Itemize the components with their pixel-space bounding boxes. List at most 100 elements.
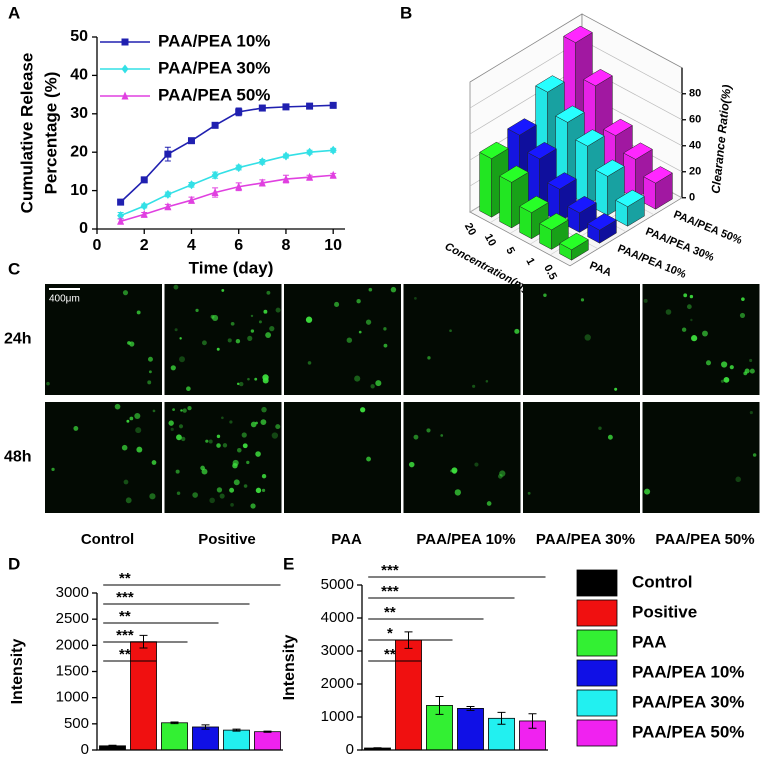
significance-label: ** [119, 570, 131, 587]
cell-dot [729, 365, 734, 370]
cell-dot [683, 293, 688, 298]
bar-top [595, 159, 625, 177]
error-bar [528, 713, 537, 729]
y-axis-label: Cumulative Release [17, 53, 36, 214]
cell-dot [172, 408, 175, 412]
cell-dot [250, 421, 257, 428]
cell-dot [235, 338, 241, 344]
marker [187, 137, 195, 145]
cell-dot [269, 326, 275, 332]
cell-dot [148, 370, 152, 374]
marker [121, 38, 129, 46]
category-label: 0.5 [541, 263, 559, 282]
cell-dot [254, 377, 258, 381]
cell-dot [250, 503, 256, 509]
cell-dot [247, 377, 250, 381]
x-tick-label: 6 [234, 237, 243, 254]
error-bar [263, 730, 272, 733]
cell-dot [383, 327, 387, 331]
cell-dot [216, 487, 223, 493]
cell-dot [275, 307, 281, 313]
cell-dot [449, 329, 452, 333]
error-bar [201, 724, 210, 730]
bar-top [623, 142, 653, 160]
cell-dot [152, 409, 156, 413]
cell-dot [173, 284, 179, 290]
cell-dot [584, 334, 591, 341]
bar-top [643, 166, 673, 184]
y-tick-label: 30 [70, 105, 88, 122]
cell-dot [221, 289, 225, 292]
marker [211, 170, 219, 180]
marker [258, 178, 266, 187]
cell-dot [271, 432, 279, 439]
cell-dot [261, 474, 267, 479]
marker [329, 101, 337, 109]
legend-swatch [576, 719, 618, 747]
cell-dot [170, 427, 174, 431]
cell-dot [230, 321, 235, 326]
bar-top [575, 129, 605, 147]
significance-label: ** [119, 608, 131, 625]
cell-dot [201, 468, 208, 475]
cell-dot [261, 488, 266, 493]
cell-dot [195, 308, 199, 313]
cell-dot [261, 406, 267, 413]
cell-dot [210, 314, 215, 319]
error-bar [232, 728, 241, 732]
legend-swatch [576, 569, 618, 597]
error-bar [435, 696, 444, 715]
micrograph [284, 284, 401, 395]
cell-dot [426, 428, 431, 433]
cell-dot [705, 360, 712, 366]
cell-dot [180, 409, 183, 412]
y-axis-label: Intensity [281, 635, 298, 701]
z-tick-label: 60 [689, 114, 701, 126]
bar-front [595, 169, 608, 216]
cell-dot [126, 419, 130, 423]
cell-dot [354, 375, 361, 382]
legend-label: PAA/PEA 50% [632, 722, 744, 741]
cell-dot [168, 420, 174, 426]
cell-dot [174, 328, 178, 332]
cell-dot [125, 497, 132, 504]
bar-top [567, 196, 597, 214]
bar-top [615, 189, 645, 207]
error-bar [108, 744, 117, 747]
legend-swatch [576, 629, 618, 657]
y-tick-label: 5000 [321, 576, 354, 593]
cell-dot [135, 427, 142, 434]
cell-dot [230, 503, 234, 507]
cell-dot [263, 309, 268, 314]
z-tick-label: 40 [689, 140, 701, 152]
significance-label: * [387, 625, 393, 642]
cell-dot [360, 407, 366, 413]
micrograph [164, 284, 282, 395]
error-bar [373, 747, 382, 749]
legend-swatch [576, 659, 618, 687]
cell-dot [229, 420, 233, 424]
marker [235, 163, 243, 173]
y-tick-label: 10 [70, 182, 88, 199]
cell-dot [383, 343, 388, 348]
cell-dot [749, 358, 753, 363]
cell-dot [216, 434, 221, 439]
cell-dot [123, 479, 129, 485]
axes [96, 593, 283, 751]
scale-bar-label: 400μm [49, 294, 80, 305]
marker [164, 189, 172, 199]
bar [223, 729, 250, 751]
cell-dot [260, 419, 267, 426]
significance-label: *** [381, 583, 399, 600]
cell-dot [414, 296, 417, 300]
cell-dot [450, 469, 453, 473]
cell-dot [250, 314, 254, 318]
cell-dot [176, 491, 181, 495]
x-tick-label: 4 [187, 237, 196, 254]
cell-dot [366, 456, 371, 462]
y-tick-label: 20 [70, 143, 88, 160]
cell-dot [691, 335, 698, 342]
cell-dot [474, 462, 479, 467]
cell-dot [265, 332, 272, 338]
